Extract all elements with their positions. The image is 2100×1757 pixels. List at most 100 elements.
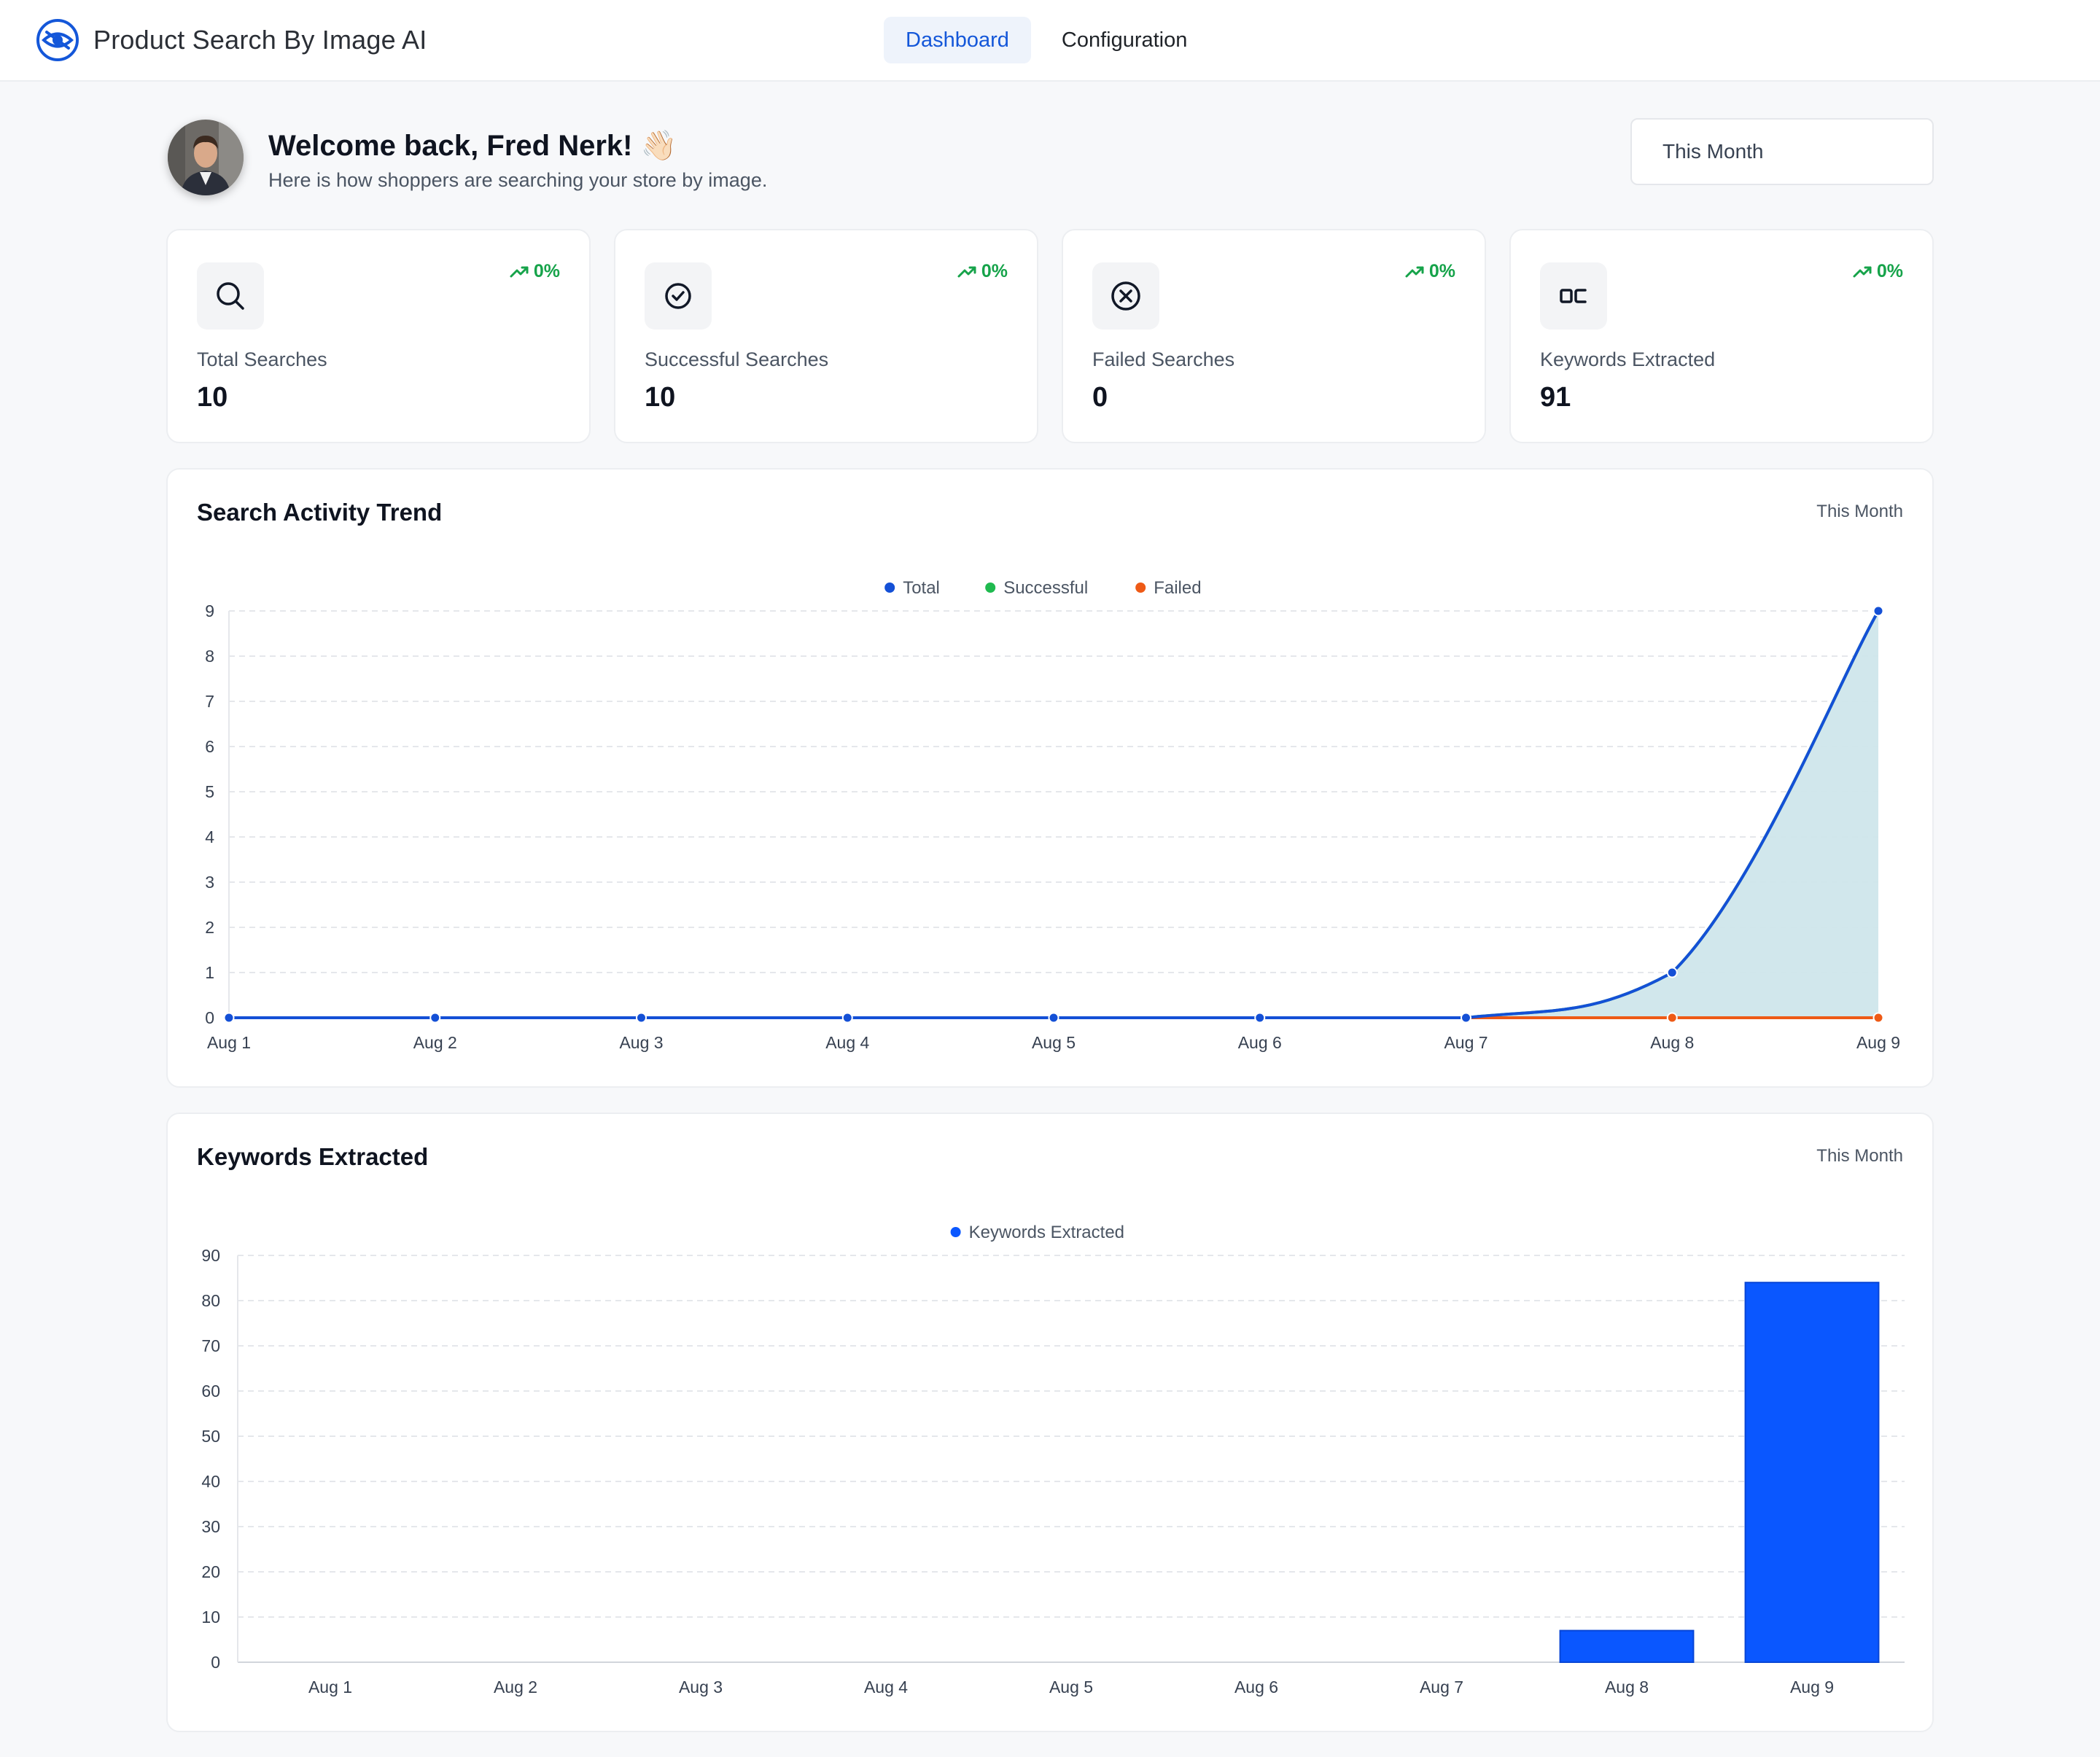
stat-value: 10 [645,382,676,413]
stat-card-successful-searches: 0% Successful Searches 10 [614,229,1038,443]
data-point-total [1254,1012,1266,1024]
data-point-total [429,1012,441,1024]
x-tick-label: Aug 4 [864,1678,908,1696]
chart-title: Keywords Extracted [197,1143,429,1170]
brand[interactable]: Product Search By Image AI [35,17,427,63]
check-circle-icon [665,283,691,309]
bar [1744,1282,1880,1663]
x-tick-label: Aug 3 [619,1033,663,1052]
data-point-failed [1872,1012,1884,1024]
x-tick-label: Aug 2 [494,1678,537,1696]
y-tick-label: 1 [205,963,214,982]
icon-box [197,262,264,330]
x-tick-label: Aug 9 [1856,1033,1900,1052]
trend-badge: 0% [1852,261,1903,282]
y-tick-label: 6 [205,737,214,756]
stat-value: 0 [1092,382,1108,413]
x-tick-label: Aug 6 [1238,1033,1282,1052]
data-point-total [1461,1012,1471,1024]
trend-value: 0% [1876,261,1903,281]
stat-value: 91 [1540,382,1571,413]
trending-up-icon [1405,266,1424,277]
search-icon [217,282,244,310]
keywords-icon [1560,289,1587,303]
y-tick-label: 7 [205,692,214,711]
x-tick-label: Aug 7 [1444,1033,1488,1052]
legend-label: Failed [1154,578,1201,598]
stat-value: 10 [197,382,228,413]
welcome-subtitle: Here is how shoppers are searching your … [268,169,768,191]
tab-configuration[interactable]: Configuration [1061,28,1188,52]
welcome-title: Welcome back, Fred Nerk! 👋🏻 [268,130,677,162]
y-tick-label: 70 [201,1336,220,1355]
area-fill-total [229,611,1878,1018]
data-point-total [1872,605,1884,617]
legend-label: Successful [1003,578,1088,598]
icon-box [1540,262,1607,330]
chart-period: This Month [1816,502,1903,521]
main-nav: Dashboard Configuration [884,17,1209,63]
legend-marker [950,1227,961,1237]
search-activity-chart: Total Successful Failed 0 1 2 3 4 5 6 7 8 9 Aug 1 Aug … [205,578,1900,1052]
legend-label: Keywords Extracted [969,1223,1124,1242]
y-tick-label: 60 [201,1382,220,1400]
series-line-total [229,610,1880,1019]
data-point-total [1048,1012,1059,1024]
x-tick-label: Aug 8 [1605,1678,1649,1696]
data-point-total [841,1012,853,1024]
legend-marker [1135,583,1146,593]
y-tick-label: 0 [205,1008,214,1027]
stat-label: Failed Searches [1092,348,1235,370]
x-circle-icon [1111,281,1140,311]
y-tick-label: 0 [211,1653,220,1672]
legend-marker [884,583,895,593]
y-tick-label: 5 [205,782,214,801]
avatar [168,120,244,195]
x-tick-label: Aug 6 [1234,1678,1278,1696]
trend-badge: 0% [957,261,1008,282]
trend-badge: 0% [509,261,560,282]
stat-label: Successful Searches [645,348,829,370]
data-point-total [1666,967,1678,978]
legend-label: Total [903,578,940,598]
top-bar: Product Search By Image AI Dashboard Con… [0,0,2100,82]
x-tick-label: Aug 1 [308,1678,352,1696]
tab-dashboard[interactable]: Dashboard [884,17,1031,63]
y-tick-label: 40 [201,1472,220,1491]
stat-card-total-searches: 0% Total Searches 10 [166,229,591,443]
stat-card-keywords-extracted: 0% Keywords Extracted 91 [1509,229,1934,443]
icon-box [1092,262,1159,330]
period-select[interactable]: This Month [1630,118,1934,185]
y-tick-label: 8 [205,647,214,666]
x-tick-label: Aug 9 [1790,1678,1834,1696]
bar [1559,1629,1695,1663]
y-tick-label: 20 [201,1562,220,1581]
app-title: Product Search By Image AI [93,25,427,55]
eye-scan-icon [36,19,79,61]
y-tick-label: 10 [201,1608,220,1627]
y-tick-label: 80 [201,1291,220,1310]
y-tick-label: 9 [205,601,214,620]
keywords-chart: Keywords Extracted 0 10 20 30 40 50 60 70 80 90 Aug… [201,1223,1905,1696]
trend-value: 0% [981,261,1008,281]
data-point-failed [1666,1012,1678,1024]
x-tick-label: Aug 4 [825,1033,869,1052]
chart-period: This Month [1816,1146,1903,1166]
y-tick-label: 3 [205,873,214,892]
search-activity-card: Search Activity Trend This Month Total Su… [166,468,1934,1088]
x-tick-label: Aug 3 [679,1678,723,1696]
x-tick-label: Aug 5 [1032,1033,1076,1052]
x-tick-label: Aug 1 [207,1033,251,1052]
y-tick-label: 50 [201,1427,220,1446]
trend-badge: 0% [1404,261,1455,282]
y-tick-label: 30 [201,1517,220,1536]
stat-label: Keywords Extracted [1540,348,1716,370]
stat-label: Total Searches [197,348,327,370]
y-tick-label: 4 [205,827,214,846]
trending-up-icon [1853,266,1872,277]
keywords-card: Keywords Extracted This Month Keywords E… [166,1113,1934,1732]
x-tick-label: Aug 7 [1420,1678,1463,1696]
icon-box [645,262,712,330]
trending-up-icon [510,266,529,277]
y-tick-label: 90 [201,1246,220,1265]
